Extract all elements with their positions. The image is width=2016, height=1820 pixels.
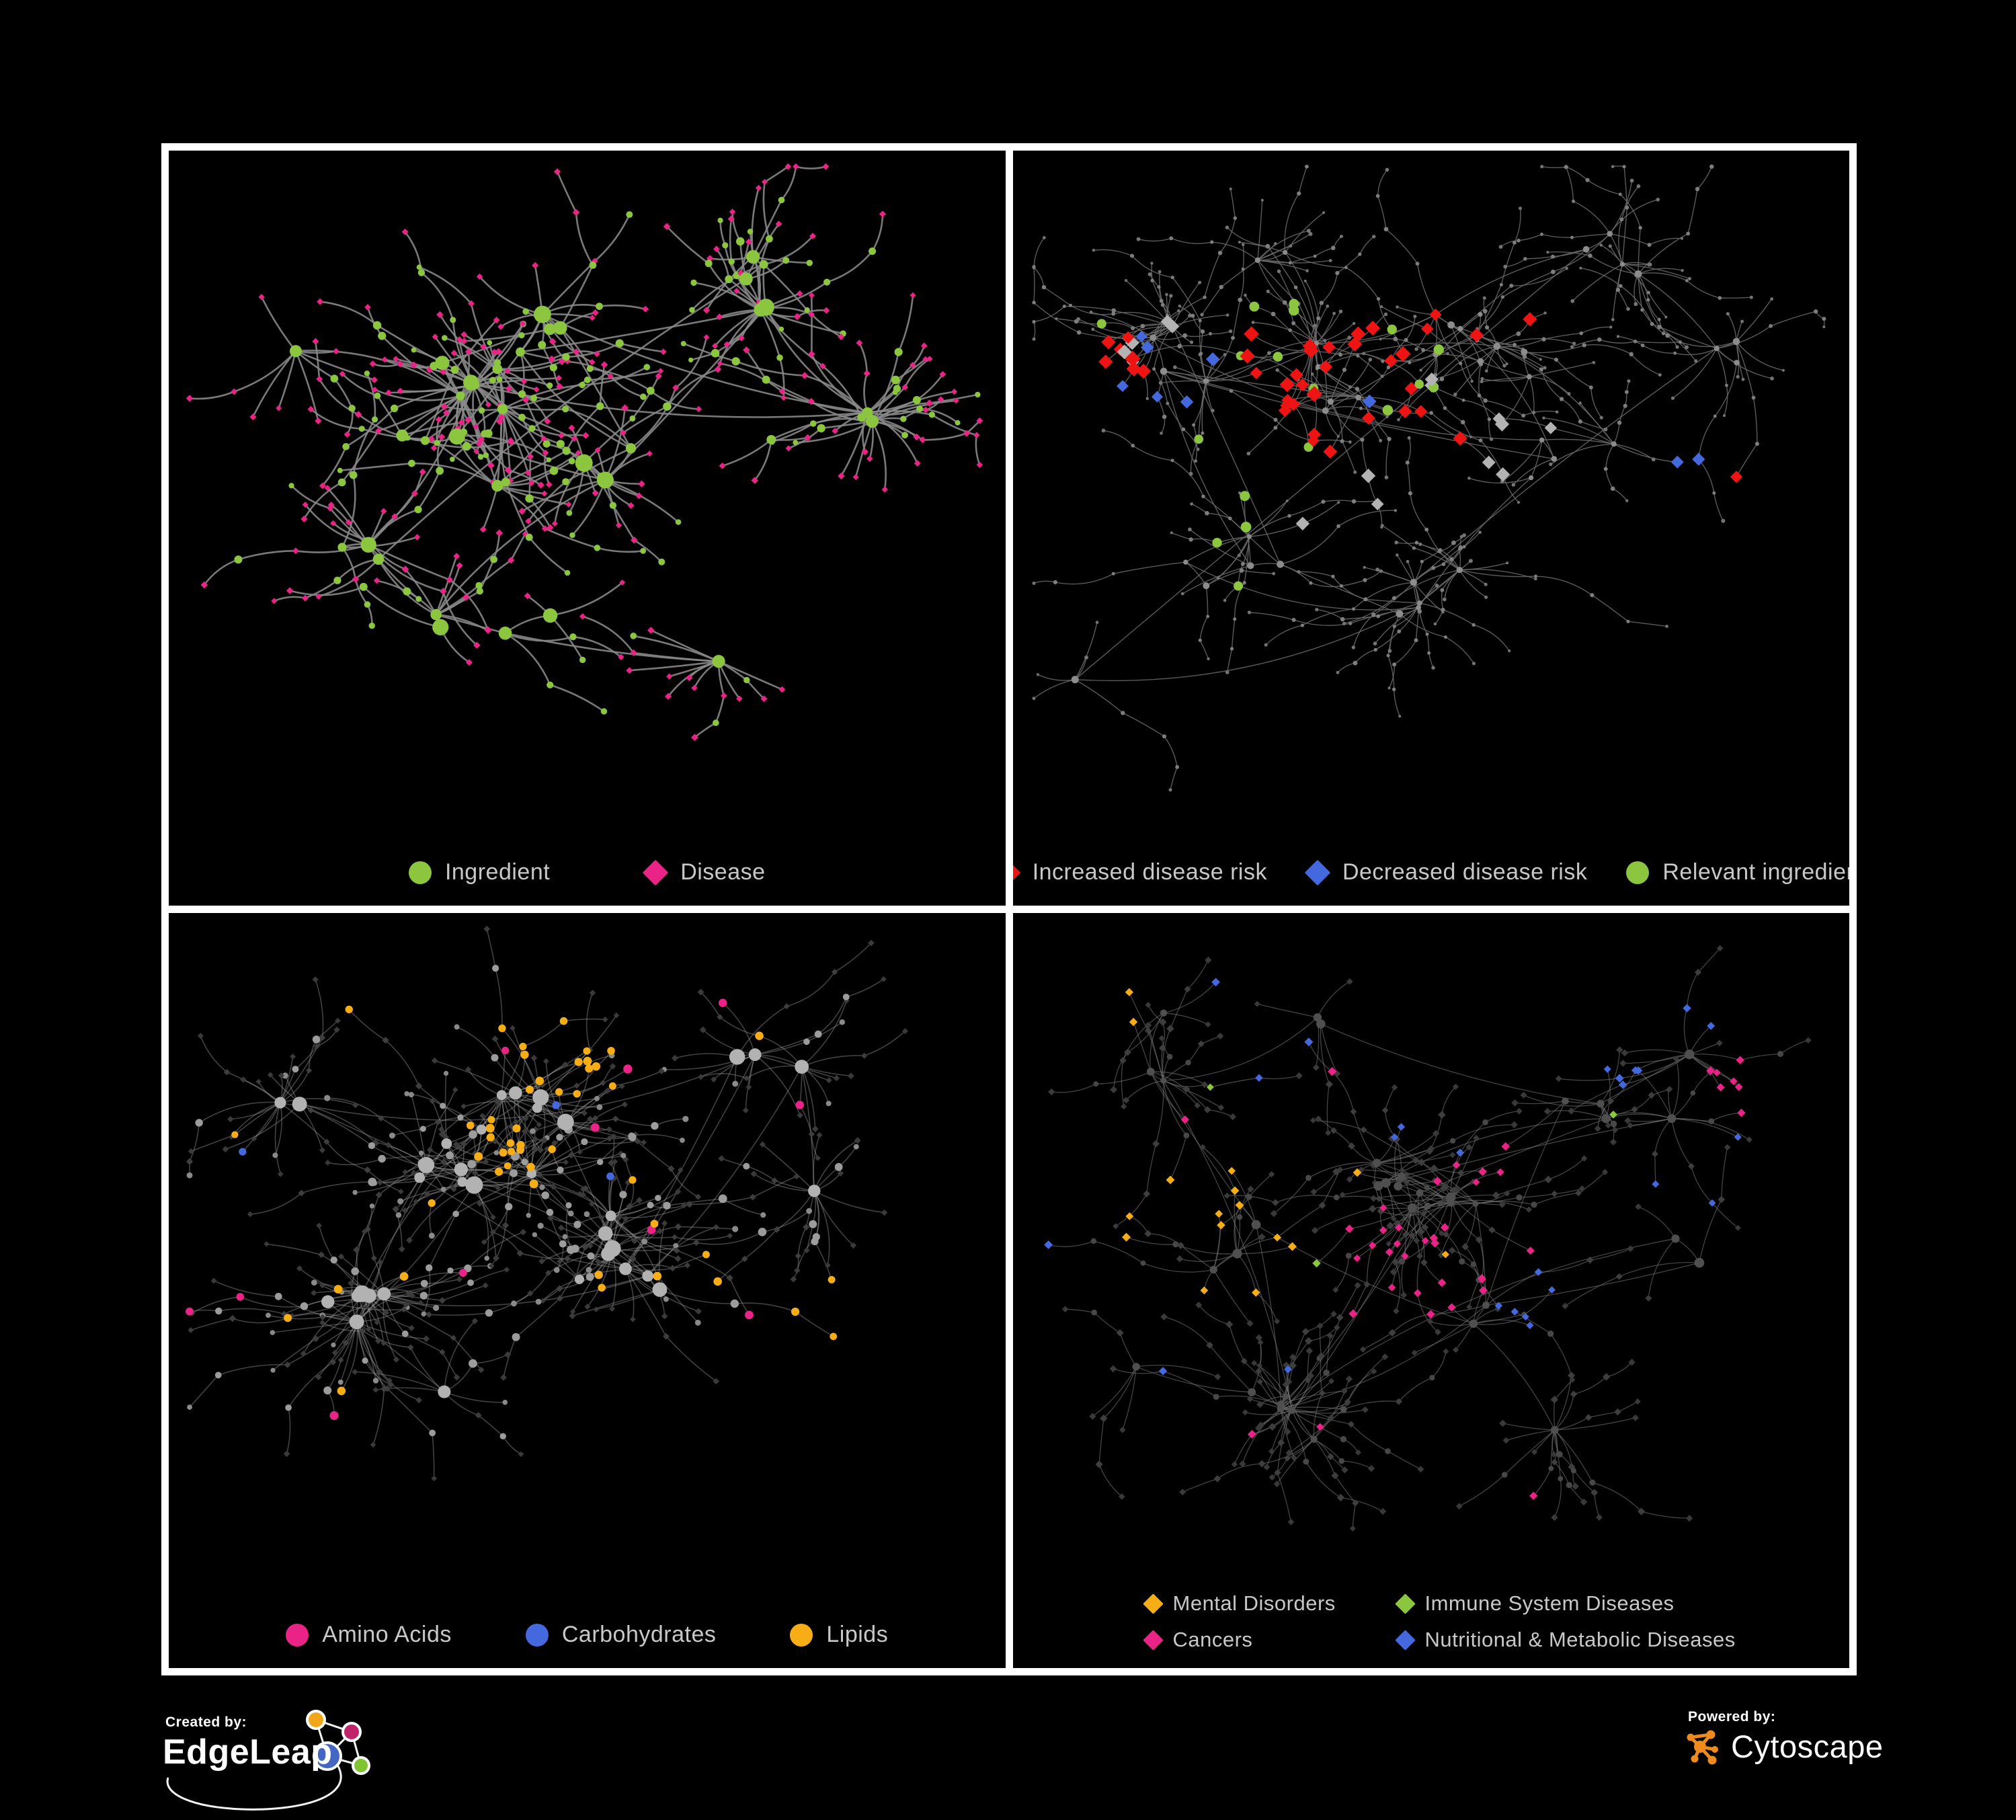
powered-by-label: Powered by: (1688, 1709, 1776, 1725)
cytoscape-wordmark: Cytoscape (1731, 1728, 1884, 1764)
legend-item-lipids: Lipids (790, 1622, 888, 1648)
relevant-ingredient-circle-icon (1626, 861, 1650, 884)
legend-item-decreased-risk: Decreased disease risk (1304, 859, 1588, 885)
disease-diamond-icon (642, 859, 669, 885)
legend-item-nutritional-metabolic-diseases: Nutritional & Metabolic Diseases (1394, 1628, 1736, 1652)
increased-risk-diamond-icon (1012, 859, 1020, 885)
legend-label-amino-acids: Amino Acids (322, 1622, 452, 1647)
macronutrients-network-graph (186, 925, 908, 1482)
legend-item-immune-system-diseases: Immune System Diseases (1394, 1591, 1736, 1616)
panel-disease-categories: Mental Disorders Immune System Diseases … (1012, 913, 1849, 1668)
legend-label-cancers: Cancers (1172, 1628, 1253, 1651)
panel-disease-risk: Increased disease risk Decreased disease… (1012, 151, 1849, 906)
legend-label-increased-risk: Increased disease risk (1032, 859, 1267, 885)
legend-label-carbohydrates: Carbohydrates (561, 1622, 717, 1647)
legend-label-ingredient: Ingredient (444, 859, 551, 885)
nutritional-metabolic-diseases-diamond-icon (1394, 1629, 1416, 1651)
edgeleap-wordmark: EdgeLeap (163, 1733, 333, 1772)
legend-item-mental-disorders: Mental Disorders (1142, 1591, 1396, 1616)
decreased-risk-diamond-icon (1304, 859, 1331, 885)
disease-risk-legend: Increased disease risk Decreased disease… (1012, 859, 1849, 885)
disease-categories-network-graph (1043, 945, 1812, 1532)
legend-item-increased-risk: Increased disease risk (1012, 859, 1267, 885)
legend-label-disease: Disease (680, 859, 766, 885)
mental-disorders-diamond-icon (1142, 1593, 1164, 1614)
legend-label-lipids: Lipids (826, 1622, 889, 1647)
created-by-label: Created by: (165, 1714, 247, 1730)
ingredient-disease-legend: Ingredient Disease (169, 859, 1006, 885)
macronutrients-legend: Amino Acids Carbohydrates Lipids (169, 1622, 1006, 1648)
cytoscape-credit: Powered by: Cytoscape (1684, 1709, 1980, 1790)
cytoscape-logo-row: Cytoscape (1684, 1727, 1884, 1766)
disease-risk-network-graph (1031, 164, 1826, 792)
figure-grid: Ingredient Disease Increased disease ris… (161, 143, 1857, 1675)
legend-label-immune-system-diseases: Immune System Diseases (1424, 1591, 1675, 1615)
ingredient-disease-network-graph (186, 163, 983, 742)
ingredient-circle-icon (408, 861, 432, 884)
carbohydrates-circle-icon (525, 1623, 549, 1647)
legend-label-decreased-risk: Decreased disease risk (1342, 859, 1588, 885)
legend-label-relevant-ingredient: Relevant ingredient (1662, 859, 1849, 885)
cytoscape-logo-icon (1687, 1730, 1718, 1765)
edgeleap-logo-icon (166, 1710, 370, 1811)
edgeleap-credit: Created by: EdgeLeap (161, 1708, 370, 1811)
panel-macronutrients: Amino Acids Carbohydrates Lipids (169, 913, 1006, 1668)
lipids-circle-icon (790, 1623, 813, 1647)
legend-item-relevant-ingredient: Relevant ingredient (1626, 859, 1849, 885)
legend-item-disease: Disease (642, 859, 766, 885)
legend-item-cancers: Cancers (1142, 1628, 1396, 1652)
legend-label-nutritional-metabolic-diseases: Nutritional & Metabolic Diseases (1424, 1628, 1736, 1651)
legend-item-ingredient: Ingredient (408, 859, 551, 885)
cancers-diamond-icon (1142, 1629, 1164, 1651)
legend-label-mental-disorders: Mental Disorders (1172, 1591, 1336, 1615)
amino-acids-circle-icon (286, 1623, 309, 1647)
immune-system-diseases-diamond-icon (1394, 1593, 1416, 1614)
legend-item-carbohydrates: Carbohydrates (525, 1622, 717, 1648)
legend-item-amino-acids: Amino Acids (286, 1622, 452, 1648)
panel-ingredient-disease: Ingredient Disease (169, 151, 1006, 906)
disease-categories-legend: Mental Disorders Immune System Diseases … (1142, 1591, 1736, 1652)
